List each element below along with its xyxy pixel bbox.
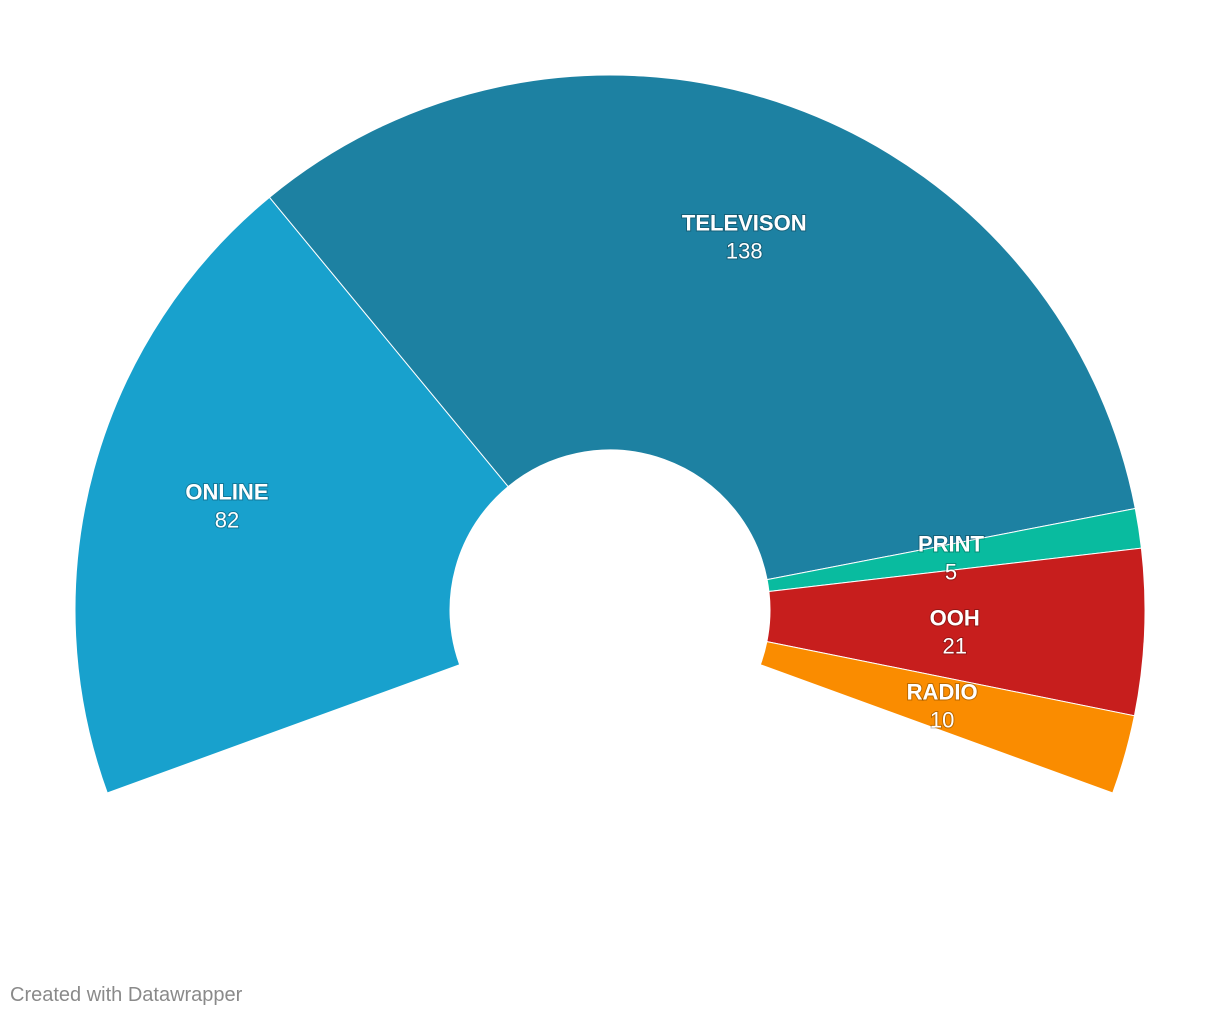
- slice-online: [74, 196, 509, 794]
- slice-value-radio: 10: [930, 707, 954, 732]
- slice-value-online: 82: [215, 508, 239, 533]
- slice-label-televison: TELEVISON: [682, 210, 807, 235]
- slice-label-online: ONLINE: [185, 480, 268, 505]
- slice-value-ooh: 21: [942, 633, 966, 658]
- slice-label-ooh: OOH: [930, 605, 980, 630]
- slices-group: [74, 74, 1146, 794]
- slice-label-radio: RADIO: [907, 679, 978, 704]
- datawrapper-credit: Created with Datawrapper: [10, 984, 243, 1006]
- slice-televison: [268, 74, 1136, 581]
- slice-value-print: 5: [945, 559, 957, 584]
- labels-group: ONLINE 82 TELEVISON 138 PRINT 5 OOH 21 RADIO 10: [184, 209, 985, 733]
- slice-radio: [759, 641, 1136, 794]
- slice-label-print: PRINT: [918, 531, 985, 556]
- slice-value-televison: 138: [726, 238, 763, 263]
